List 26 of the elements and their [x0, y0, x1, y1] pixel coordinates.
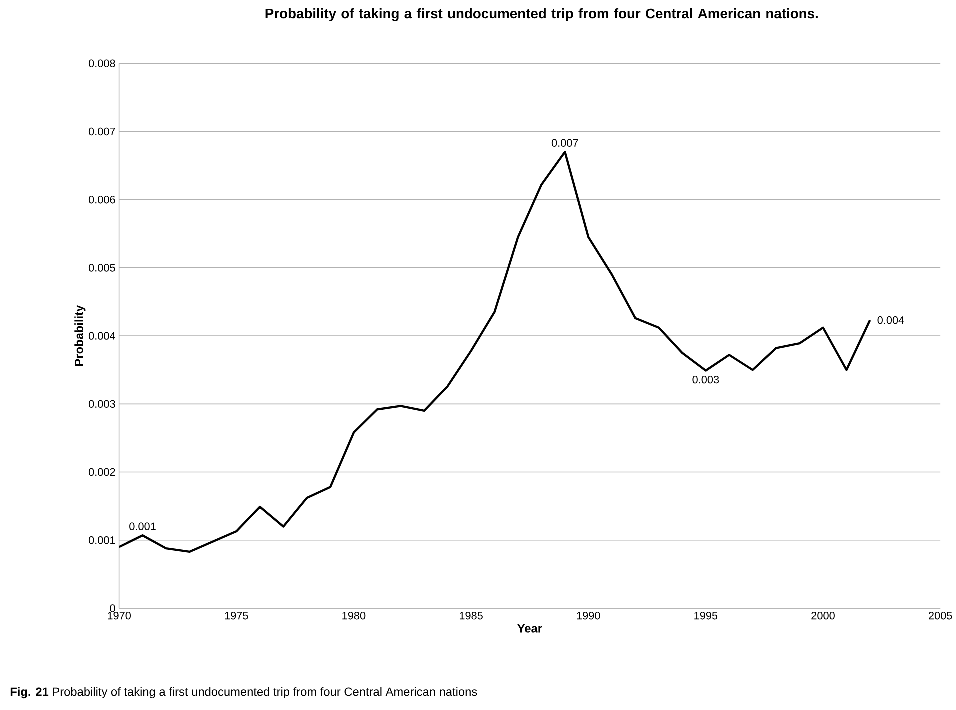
x-tick-label: 1980 — [342, 612, 366, 620]
text: Fig. 21 Probability of taking a first undocumented trip from four Central American nations — [10, 687, 478, 699]
y-tick-label: 0.004 — [88, 332, 116, 340]
annotation: 0.007 — [552, 139, 578, 148]
x-tick-label: 1975 — [225, 612, 248, 620]
y-tick-label: 0.002 — [88, 468, 116, 476]
y-axis-title: Probability — [74, 305, 86, 366]
x-tick-label: 2000 — [812, 612, 835, 620]
x-tick-label: 1970 — [108, 612, 131, 620]
x-tick-label: 1985 — [460, 612, 483, 620]
y-tick-label: 0.001 — [88, 536, 116, 544]
chart-title: Probability of taking a first undocumented trip from four Central American nations. — [266, 8, 818, 22]
x-tick-label: 2005 — [929, 612, 952, 620]
x-tick-label: 1990 — [577, 612, 600, 620]
annotation: 0.004 — [878, 316, 904, 324]
y-tick-label: 0.005 — [88, 264, 116, 272]
annotation: 0.003 — [692, 376, 720, 384]
y-tick-label: 0.006 — [88, 196, 116, 204]
annotation: 0.001 — [130, 522, 156, 530]
y-tick-label: 0.008 — [88, 60, 116, 68]
y-tick-label: 0.007 — [88, 128, 116, 136]
x-axis-title: Year — [518, 624, 542, 633]
y-tick-label: 0.003 — [88, 400, 116, 408]
y-tick-label: 0 — [110, 604, 116, 612]
line-series — [118, 151, 872, 554]
x-tick-label: 1995 — [694, 612, 718, 620]
